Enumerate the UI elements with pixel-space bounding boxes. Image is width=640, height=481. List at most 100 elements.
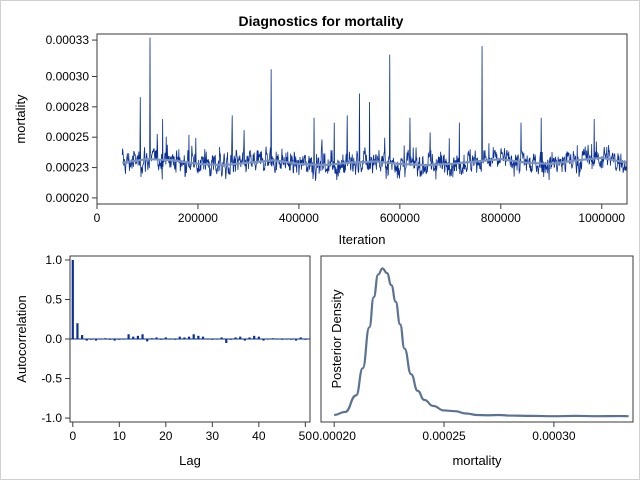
acf-bar [160, 339, 163, 340]
density-plot-area [334, 267, 629, 418]
acf-y-tick-label: -0.5 [41, 372, 62, 386]
acf-x-label: Lag [179, 453, 201, 468]
acf-x-tick-label: 30 [206, 429, 220, 443]
trace-y-tick-label: 0.00023 [46, 161, 90, 175]
trace-y-tick-label: 0.00033 [46, 33, 90, 47]
acf-bar [99, 339, 102, 340]
trace-axes: 0 200000 400000 600000 800000 1000000 0.00020 0… [46, 33, 626, 225]
acf-axes: 0 10 20 30 40 50 -1.0 -0.5 0.0 0.5 1.0 [41, 253, 312, 443]
acf-bar [150, 338, 153, 339]
acf-bar [215, 339, 219, 340]
acf-x-tick-label: 50 [299, 429, 313, 443]
acf-bar [146, 339, 149, 342]
acf-bar [271, 338, 274, 339]
figure-title: Diagnostics for mortality [239, 13, 404, 29]
density-frame [320, 255, 634, 423]
acf-bar [122, 339, 126, 340]
trace-x-tick-label: 1000000 [578, 211, 625, 225]
acf-bar [71, 259, 74, 339]
acf-bar [229, 339, 233, 340]
acf-bar [211, 339, 214, 340]
acf-bar [76, 323, 79, 339]
acf-bar [201, 336, 205, 339]
acf-bar [178, 336, 181, 339]
acf-bar [94, 339, 98, 341]
acf-bar [127, 334, 130, 339]
acf-bar [253, 335, 256, 339]
acf-bar [220, 337, 223, 339]
acf-y-tick-label: 1.0 [45, 253, 62, 267]
acf-bar [280, 339, 284, 340]
acf-bar [80, 335, 84, 339]
trace-y-tick-label: 0.00025 [46, 130, 90, 144]
acf-x-tick-label: 10 [113, 429, 127, 443]
acf-bar [262, 339, 265, 341]
density-curve [334, 267, 629, 418]
trace-x-tick-label: 800000 [481, 211, 521, 225]
acf-bar [243, 339, 246, 341]
acf-bar [294, 339, 298, 341]
acf-bar [90, 339, 93, 340]
acf-bar [290, 339, 293, 340]
acf-bar [108, 339, 112, 340]
acf-bar [225, 339, 228, 343]
acf-bar [239, 336, 242, 339]
density-axes: 0.00020 0.00025 0.00030 [312, 422, 576, 443]
acf-bar [85, 339, 88, 341]
trace-panel: 0 200000 400000 600000 800000 1000000 0.00020 0… [13, 33, 628, 247]
acf-bar [187, 336, 191, 339]
acf-y-tick-label: 0.5 [45, 292, 62, 306]
acf-bar [183, 337, 186, 339]
acf-bar [113, 339, 116, 341]
trace-y-tick-label: 0.00020 [46, 191, 90, 205]
acf-bar [192, 334, 195, 339]
trace-smooth-line [122, 156, 628, 167]
acf-bar [285, 339, 288, 340]
density-panel: 0.00020 0.00025 0.00030 mortality Posterio… [312, 255, 634, 468]
acf-bar [174, 339, 177, 340]
acf-y-tick-label: -1.0 [41, 411, 62, 425]
trace-x-tick-label: 200000 [178, 211, 218, 225]
acf-bar [169, 339, 172, 340]
acf-bar [257, 336, 260, 339]
trace-x-label: Iteration [339, 232, 386, 247]
acf-bar [136, 335, 140, 339]
density-x-label: mortality [452, 453, 502, 468]
acf-bar [276, 339, 279, 340]
trace-series-line [121, 37, 628, 181]
trace-frame [96, 33, 628, 205]
trace-plot-area [121, 37, 628, 181]
acf-x-tick-label: 20 [159, 429, 173, 443]
acf-y-tick-label: 0.0 [45, 332, 62, 346]
trace-x-tick-label: 600000 [380, 211, 420, 225]
acf-bar [141, 334, 144, 339]
acf-x-tick-label: 40 [252, 429, 266, 443]
acf-bar [118, 339, 121, 340]
acf-bar [267, 339, 270, 340]
density-y-label: Posterior Density [329, 289, 344, 388]
trace-y-tick-label: 0.00028 [46, 100, 90, 114]
density-x-tick-label: 0.00025 [422, 429, 466, 443]
acf-bar [155, 337, 158, 339]
trace-y-tick-label: 0.00030 [46, 70, 90, 84]
acf-x-tick-label: 0 [69, 429, 76, 443]
acf-panel: 0 10 20 30 40 50 -1.0 -0.5 0.0 0.5 1.0 Lag Autocor… [14, 253, 312, 468]
trace-x-tick-label: 0 [94, 211, 101, 225]
trace-x-tick-label: 400000 [279, 211, 319, 225]
acf-bar [164, 337, 167, 339]
acf-plot-area [70, 259, 310, 343]
acf-bar [206, 339, 209, 340]
acf-bar [197, 335, 200, 339]
acf-y-label: Autocorrelation [14, 295, 29, 382]
acf-bar [132, 336, 135, 339]
acf-bar [299, 337, 302, 339]
density-x-tick-label: 0.00020 [312, 429, 356, 443]
density-x-tick-label: 0.00030 [532, 429, 576, 443]
acf-bar [304, 339, 307, 340]
acf-bar [248, 337, 251, 339]
trace-y-label: mortality [13, 94, 28, 144]
acf-bar [104, 338, 107, 339]
acf-bar [234, 337, 237, 339]
